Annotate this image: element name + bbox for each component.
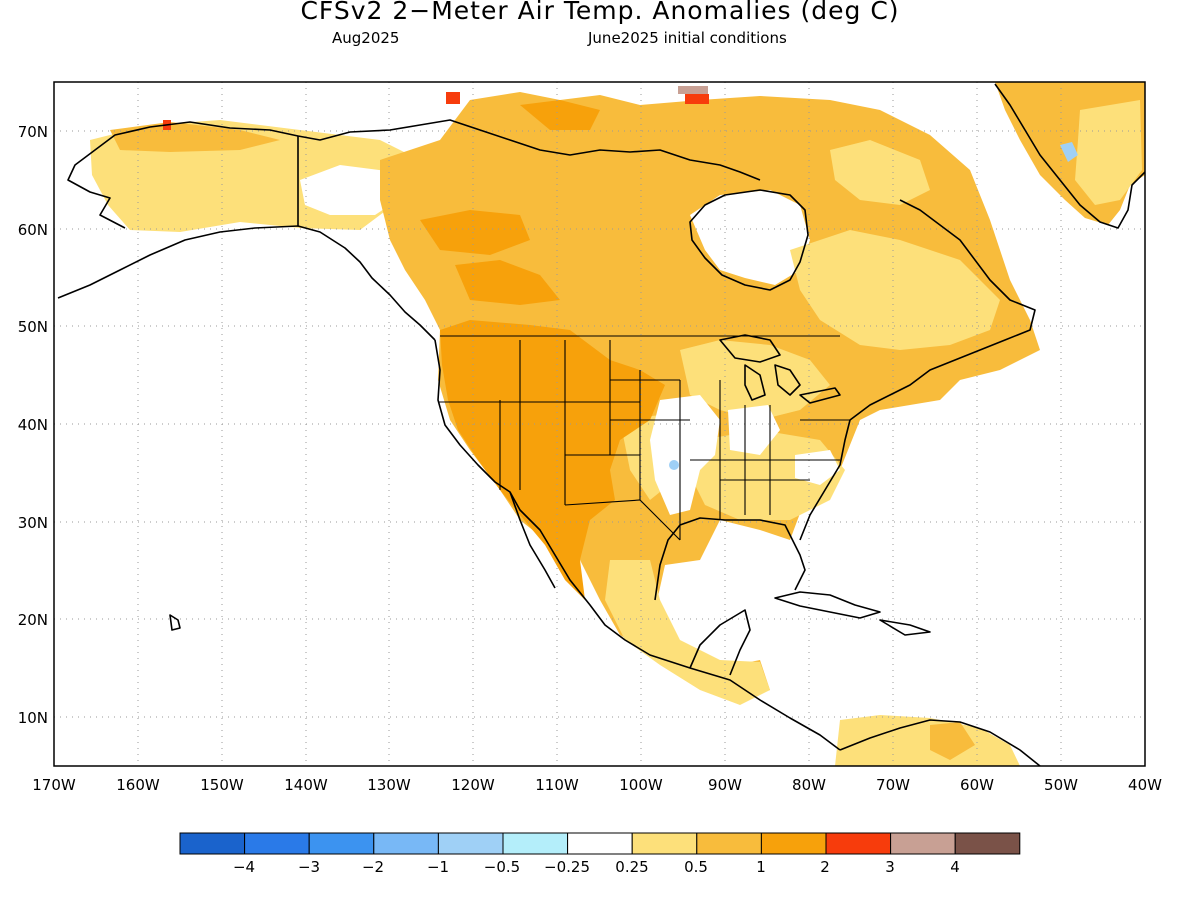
colorbar-swatch (567, 832, 633, 855)
lat-label: 70N (18, 123, 48, 141)
anomaly-shading (90, 82, 1145, 766)
colorbar-swatch (760, 832, 827, 855)
lon-label: 130W (367, 776, 411, 794)
anomaly-western-us-core (440, 320, 665, 600)
anomaly-south-america (835, 715, 1020, 766)
colorbar-label: 0.25 (615, 858, 648, 876)
colorbar-swatch (502, 832, 569, 855)
colorbar-label: 3 (885, 858, 895, 876)
lat-label: 20N (18, 611, 48, 629)
lat-label: 10N (18, 709, 48, 727)
lon-label: 50W (1044, 776, 1078, 794)
colorbar-swatch (954, 832, 1021, 855)
colorbar-label: −0.5 (484, 858, 520, 876)
lon-label: 170W (32, 776, 76, 794)
colorbar-label: −1 (427, 858, 449, 876)
map-frame (53, 81, 1146, 767)
lon-label: 160W (116, 776, 160, 794)
lon-label: 120W (451, 776, 495, 794)
map-title: CFSv2 2−Meter Air Temp. Anomalies (deg C… (300, 0, 900, 25)
longitude-labels: 170W 160W 150W 140W 130W 120W 110W 100W … (32, 776, 1162, 794)
colorbar-label: 4 (950, 858, 960, 876)
latitude-labels: 70N 60N 50N 40N 30N 20N 10N (18, 123, 48, 727)
lon-label: 80W (792, 776, 826, 794)
colorbar-label: 1 (756, 858, 766, 876)
colorbar (179, 832, 1021, 855)
colorbar-label: −2 (362, 858, 384, 876)
colorbar-label: −3 (298, 858, 320, 876)
lon-label: 110W (535, 776, 579, 794)
colorbar-labels: −4 −3 −2 −1 −0.5 −0.25 0.25 0.5 1 2 3 4 (233, 858, 960, 876)
colorbar-label: −0.25 (544, 858, 590, 876)
anomaly-cool-spot (669, 460, 679, 470)
lon-label: 40W (1128, 776, 1162, 794)
colorbar-swatch (437, 832, 504, 855)
colorbar-swatch (825, 832, 892, 855)
colorbar-label: 2 (820, 858, 830, 876)
lat-label: 40N (18, 416, 48, 434)
colorbar-label: 0.5 (684, 858, 708, 876)
colorbar-swatch (244, 832, 310, 855)
anomaly-extreme-spot (446, 92, 460, 104)
colorbar-swatch (179, 832, 246, 855)
lat-label: 30N (18, 514, 48, 532)
colorbar-swatch (308, 832, 375, 855)
lon-label: 140W (284, 776, 328, 794)
colorbar-swatch (631, 832, 698, 855)
lat-label: 50N (18, 318, 48, 336)
lon-label: 60W (960, 776, 994, 794)
lon-label: 90W (708, 776, 742, 794)
map-plot-area (54, 82, 1145, 766)
colorbar-label: −4 (233, 858, 255, 876)
lon-label: 100W (619, 776, 663, 794)
colorbar-swatch (696, 832, 762, 855)
initial-conditions: June2025 initial conditions (588, 29, 787, 47)
map-gridlines (54, 82, 1145, 766)
political-borders (438, 335, 850, 541)
coastlines (57, 83, 1145, 766)
lon-label: 70W (876, 776, 910, 794)
anomaly-neutral-central-us (650, 395, 720, 515)
colorbar-swatch (890, 832, 956, 855)
lat-label: 60N (18, 221, 48, 239)
colorbar-swatch (373, 832, 439, 855)
lon-label: 150W (200, 776, 244, 794)
forecast-month: Aug2025 (332, 29, 400, 47)
